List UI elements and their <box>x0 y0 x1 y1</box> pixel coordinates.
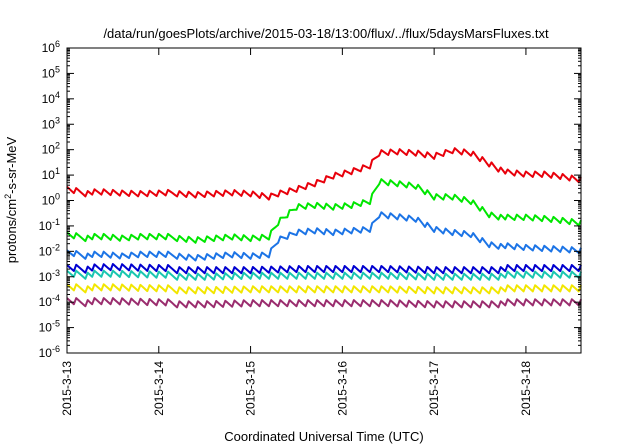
x-tick-label: 2015-3-15 <box>244 361 258 416</box>
y-tick-base: 10 <box>39 295 53 309</box>
y-axis: 10-610-510-410-310-210-11001011021031041… <box>39 39 581 360</box>
y-tick-label: 101 <box>42 166 60 182</box>
series-line-3 <box>66 211 582 262</box>
y-tick-label: 10-3 <box>39 268 60 284</box>
y-tick-exponent: 5 <box>55 64 60 74</box>
y-tick-label: 10-4 <box>39 293 60 309</box>
y-tick-label: 10-6 <box>39 344 60 360</box>
y-tick-label: 10-1 <box>39 217 60 233</box>
y-tick-label: 100 <box>42 192 60 208</box>
y-tick-base: 10 <box>42 168 56 182</box>
y-tick-base: 10 <box>42 66 56 80</box>
series-line-7 <box>66 297 582 309</box>
y-tick-exponent: 3 <box>55 115 60 125</box>
y-tick-exponent: -1 <box>52 217 60 227</box>
y-axis-label-tail: -s-sr-MeV <box>4 136 19 193</box>
x-tick-label: 2015-3-16 <box>335 361 349 416</box>
y-tick-exponent: -3 <box>52 268 60 278</box>
y-tick-label: 104 <box>42 90 60 106</box>
y-tick-exponent: 4 <box>55 90 60 100</box>
x-tick-label: 2015-3-13 <box>60 361 74 416</box>
series-line-6 <box>66 283 582 295</box>
plot-frame <box>66 47 582 354</box>
y-tick-label: 102 <box>42 141 60 157</box>
y-tick-exponent: -5 <box>52 319 60 329</box>
y-tick-base: 10 <box>42 41 56 55</box>
x-tick-label: 2015-3-17 <box>427 361 441 416</box>
y-tick-label: 105 <box>42 64 60 80</box>
y-tick-exponent: 2 <box>55 141 60 151</box>
series-line-1 <box>66 147 582 201</box>
y-tick-label: 106 <box>42 39 60 55</box>
y-tick-base: 10 <box>39 321 53 335</box>
series-line-4 <box>66 263 582 275</box>
y-axis-label-main: protons/cm <box>4 199 19 263</box>
y-tick-exponent: -6 <box>52 344 60 354</box>
y-tick-base: 10 <box>42 143 56 157</box>
y-tick-base: 10 <box>42 92 56 106</box>
chart-title: /data/run/goesPlots/archive/2015-03-18/1… <box>103 26 549 41</box>
x-tick-label: 2015-3-18 <box>519 361 533 416</box>
y-tick-base: 10 <box>39 244 53 258</box>
series-line-5 <box>66 269 582 281</box>
y-axis-label-superscript: 2 <box>3 194 13 199</box>
x-tick-label: 2015-3-14 <box>152 361 166 416</box>
y-tick-label: 10-2 <box>39 242 60 258</box>
y-tick-exponent: -2 <box>52 242 60 252</box>
y-tick-base: 10 <box>39 270 53 284</box>
series-layer <box>66 147 582 309</box>
y-tick-exponent: 1 <box>55 166 60 176</box>
y-tick-base: 10 <box>39 219 53 233</box>
x-axis: 2015-3-13 2015-3-14 2015-3-15 2015-3-16 2015… <box>60 48 533 416</box>
x-axis-label: Coordinated Universal Time (UTC) <box>224 429 423 444</box>
y-axis-label: protons/cm2-s-sr-MeV <box>3 136 19 263</box>
y-tick-label: 10-5 <box>39 319 60 335</box>
y-tick-exponent: 6 <box>55 39 60 49</box>
y-tick-exponent: -4 <box>52 293 60 303</box>
y-tick-base: 10 <box>42 194 56 208</box>
y-tick-exponent: 0 <box>55 192 60 202</box>
y-tick-label: 103 <box>42 115 60 131</box>
series-line-2 <box>66 178 582 244</box>
y-tick-base: 10 <box>39 346 53 360</box>
y-tick-base: 10 <box>42 117 56 131</box>
